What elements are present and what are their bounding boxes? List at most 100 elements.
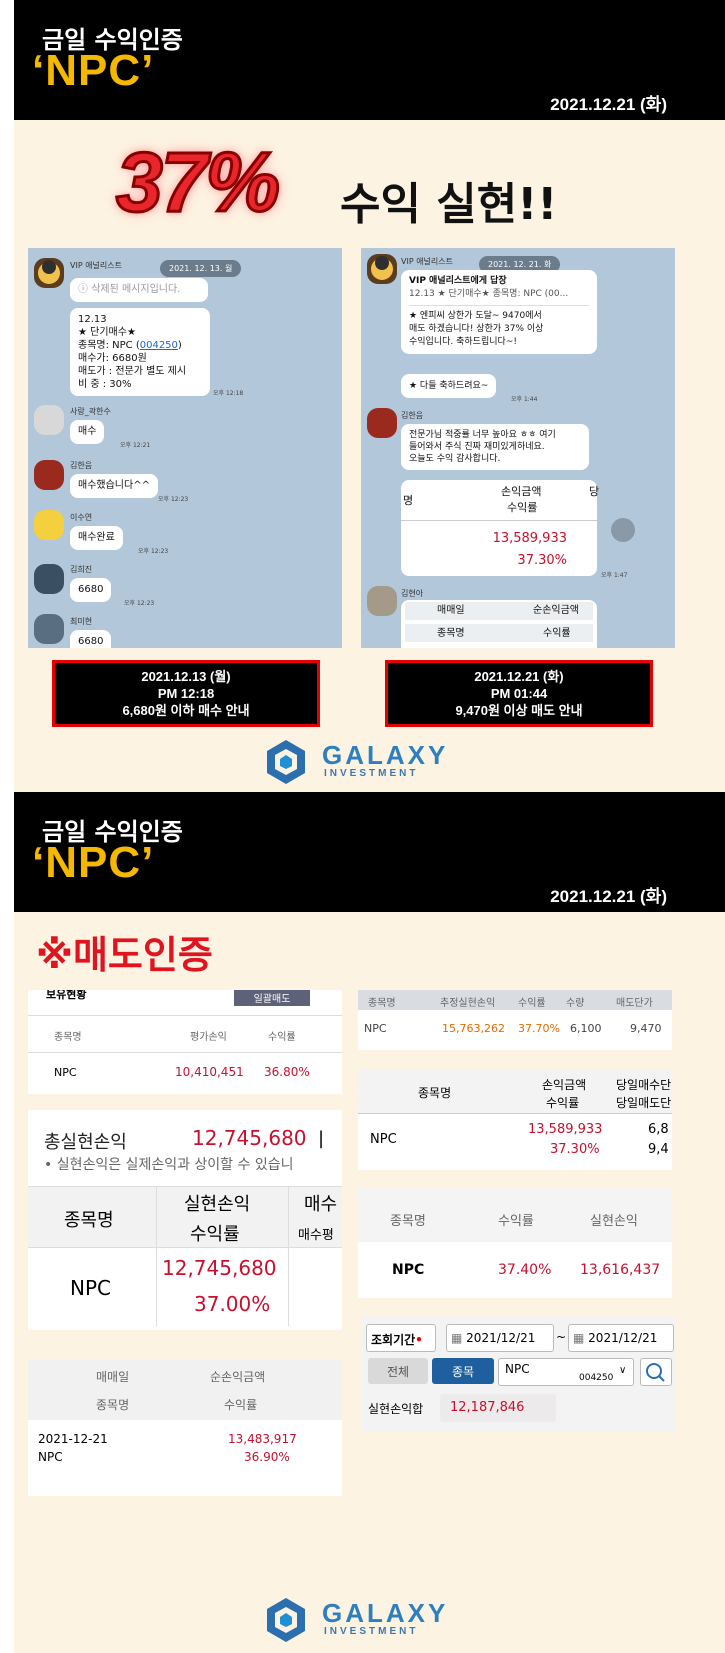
stock-name: NPC xyxy=(392,1262,425,1278)
galaxy-logo-icon xyxy=(267,1598,305,1642)
stock-code-link[interactable]: 004250 xyxy=(139,340,178,351)
tab-all[interactable]: 전체 xyxy=(368,1358,428,1384)
reply-to: VIP 애널리스트에게 답장 xyxy=(409,276,507,286)
table-header xyxy=(28,1360,342,1420)
col-header: 실현손익 xyxy=(590,1214,638,1229)
col-header: 매수평 xyxy=(298,1228,334,1243)
total-realized-label: 총실현손익 xyxy=(44,1132,127,1153)
stock-name: NPC xyxy=(364,1022,387,1035)
header-stock: ‘NPC’ xyxy=(32,46,155,95)
header-date: 2021.12.21 (화) xyxy=(550,95,667,114)
col-header: 종목명 xyxy=(418,1086,452,1100)
msg-time: 오후 1:47 xyxy=(601,572,628,579)
col-header: 수익률 xyxy=(518,998,546,1009)
tab-stock-label: 종목 xyxy=(451,1365,475,1379)
col-header: 당일매수단 xyxy=(616,1078,672,1092)
chevron-down-icon: ∨ xyxy=(619,1365,627,1376)
profit-rate: 37.30% xyxy=(517,553,567,568)
table-header xyxy=(358,990,672,1010)
row-bg xyxy=(358,1242,672,1298)
profit-amount: 13,589,933 xyxy=(528,1122,603,1137)
col-header: 종목명 xyxy=(437,628,465,639)
section2-body: ※매도인증 보유현황 일괄매도 종목명 평가손익 수익률 NPC 10,410,… xyxy=(14,912,725,1653)
col-header: 수익률 xyxy=(498,1214,534,1229)
profit-rate: 36.90% xyxy=(244,1450,290,1464)
quantity: 6,100 xyxy=(570,1022,602,1035)
col-header: 당일매도단 xyxy=(616,1096,672,1110)
estimated-panel: 종목명 추정실현손익 수익률 수량 매도단가 NPC 15,763,262 37… xyxy=(358,990,672,1050)
realized-panel: 총실현손익 12,745,680 | • 실현손익은 실제손익과 상이할 수 있… xyxy=(28,1110,342,1330)
header-date: 2021.12.21 (화) xyxy=(550,887,667,906)
table-header xyxy=(358,1070,672,1114)
caption-line: PM 12:18 xyxy=(157,686,215,701)
col-header: 매수 xyxy=(304,1194,338,1215)
stock-select-value: NPC xyxy=(505,1362,530,1376)
tab-stock[interactable]: 종목 xyxy=(432,1358,494,1384)
reply-bubble: 6680 xyxy=(70,630,112,648)
sell-all-button[interactable]: 일괄매도 xyxy=(234,990,310,1006)
col-header: 명 xyxy=(403,494,414,507)
galaxy-logo: GALAXY INVESTMENT xyxy=(264,738,454,786)
logo-name: GALAXY xyxy=(322,1598,449,1628)
caption-line: 6,680원 이하 매수 안내 xyxy=(122,703,250,718)
col-header: 손익금액 xyxy=(501,485,542,498)
chat-screenshot-right: VIP 애널리스트 2021. 12. 21. 화 VIP 애널리스트에게 답장… xyxy=(361,248,675,648)
date-from-input[interactable]: ▦ 2021/12/21 xyxy=(446,1324,554,1352)
trade-history-panel: 매매일 순손익금액 종목명 수익률 2021-12-21 NPC 13,483,… xyxy=(28,1360,342,1496)
divider-vertical xyxy=(156,1186,157,1326)
col-header: 손익금액 xyxy=(542,1078,587,1092)
caption-line: 9,470원 이상 매도 안내 xyxy=(455,703,583,718)
avatar xyxy=(367,408,397,438)
calendar-icon: ▦ xyxy=(573,1331,585,1345)
result-value: 12,187,846 xyxy=(450,1400,525,1415)
search-button[interactable] xyxy=(640,1358,672,1386)
msg-time: 오후 12:23 xyxy=(138,548,169,555)
t2-row xyxy=(405,602,593,620)
stock-select[interactable]: NPC 004250 ∨ xyxy=(498,1358,634,1386)
col-header: 종목명 xyxy=(390,1214,426,1229)
query-panel: 조회기간• ▦ 2021/12/21 ~ ▦ 2021/12/21 전체 종목 … xyxy=(362,1316,676,1432)
galaxy-logo: GALAXY INVESTMENT xyxy=(264,1596,454,1644)
col-header: 당 xyxy=(589,485,600,498)
avatar xyxy=(367,254,397,284)
sell-price: 9,4 xyxy=(648,1142,669,1157)
msg-line: 비 중 : 30% xyxy=(78,379,132,390)
msg-line: 수익입니다. 축하드립니다~! xyxy=(409,337,517,347)
shared-table-2: 매매일 순손익금액 종목명 수익률 xyxy=(401,600,597,648)
caption-line: 2021.12.13 (월) xyxy=(141,669,231,684)
share-icon[interactable] xyxy=(611,518,635,542)
user-message: 전문가님 적중률 너무 높아요 ㅎㅎ 여기 들어와서 주식 진짜 재미있게하네요… xyxy=(401,424,589,470)
msg-line: ★ 단기매수★ xyxy=(78,327,136,338)
msg-line: 12.13 xyxy=(78,314,107,325)
sender-name: 사랑_곽한수 xyxy=(70,407,111,416)
col-header: 매매일 xyxy=(96,1370,130,1384)
tab-all-label: 전체 xyxy=(386,1365,410,1379)
col-header: 순손익금액 xyxy=(210,1370,266,1384)
col-header: 매도단가 xyxy=(616,998,653,1009)
sender-name: 김한음 xyxy=(70,461,93,470)
msg-line: 들어와서 주식 진짜 재미있게하네요. xyxy=(409,442,545,452)
tab-holdings[interactable]: 보유현황 xyxy=(46,990,87,1001)
col-header: 추정실현손익 xyxy=(440,998,496,1009)
chat-screenshot-left: VIP 애널리스트 2021. 12. 13. 월 ⓘ 삭제된 메시지입니다. … xyxy=(28,248,342,648)
col-header: 종목명 xyxy=(96,1398,130,1412)
section1-body: 37% 수익 실현!! VIP 애널리스트 2021. 12. 13. 월 ⓘ … xyxy=(14,120,725,792)
msg-line: 전문가님 적중률 너무 높아요 ㅎㅎ 여기 xyxy=(409,430,556,440)
msg-text: 종목명: NPC ( xyxy=(78,340,140,351)
sell-price: 9,470 xyxy=(630,1022,662,1035)
reply-bubble: 매수완료 xyxy=(70,526,123,550)
profit-rate: 37.40% xyxy=(498,1262,552,1278)
caption-line: PM 01:44 xyxy=(490,686,548,701)
date-to-input[interactable]: ▦ 2021/12/21 xyxy=(568,1324,674,1352)
result-label: 실현손익합 xyxy=(368,1402,424,1416)
date-to: 2021/12/21 xyxy=(588,1331,658,1345)
period-label-box: 조회기간• xyxy=(366,1324,436,1352)
msg-line: 매도가 : 전문가 별도 제시 xyxy=(78,366,187,377)
date-from: 2021/12/21 xyxy=(466,1331,536,1345)
col-header: 수익률 xyxy=(507,501,538,514)
profit-rate: 37.30% xyxy=(550,1142,600,1157)
date-chip: 2021. 12. 21. 화 xyxy=(479,256,561,273)
galaxy-logo-icon xyxy=(267,740,305,784)
divider xyxy=(28,1015,342,1016)
realized-pnl: 12,745,680 xyxy=(162,1256,277,1280)
